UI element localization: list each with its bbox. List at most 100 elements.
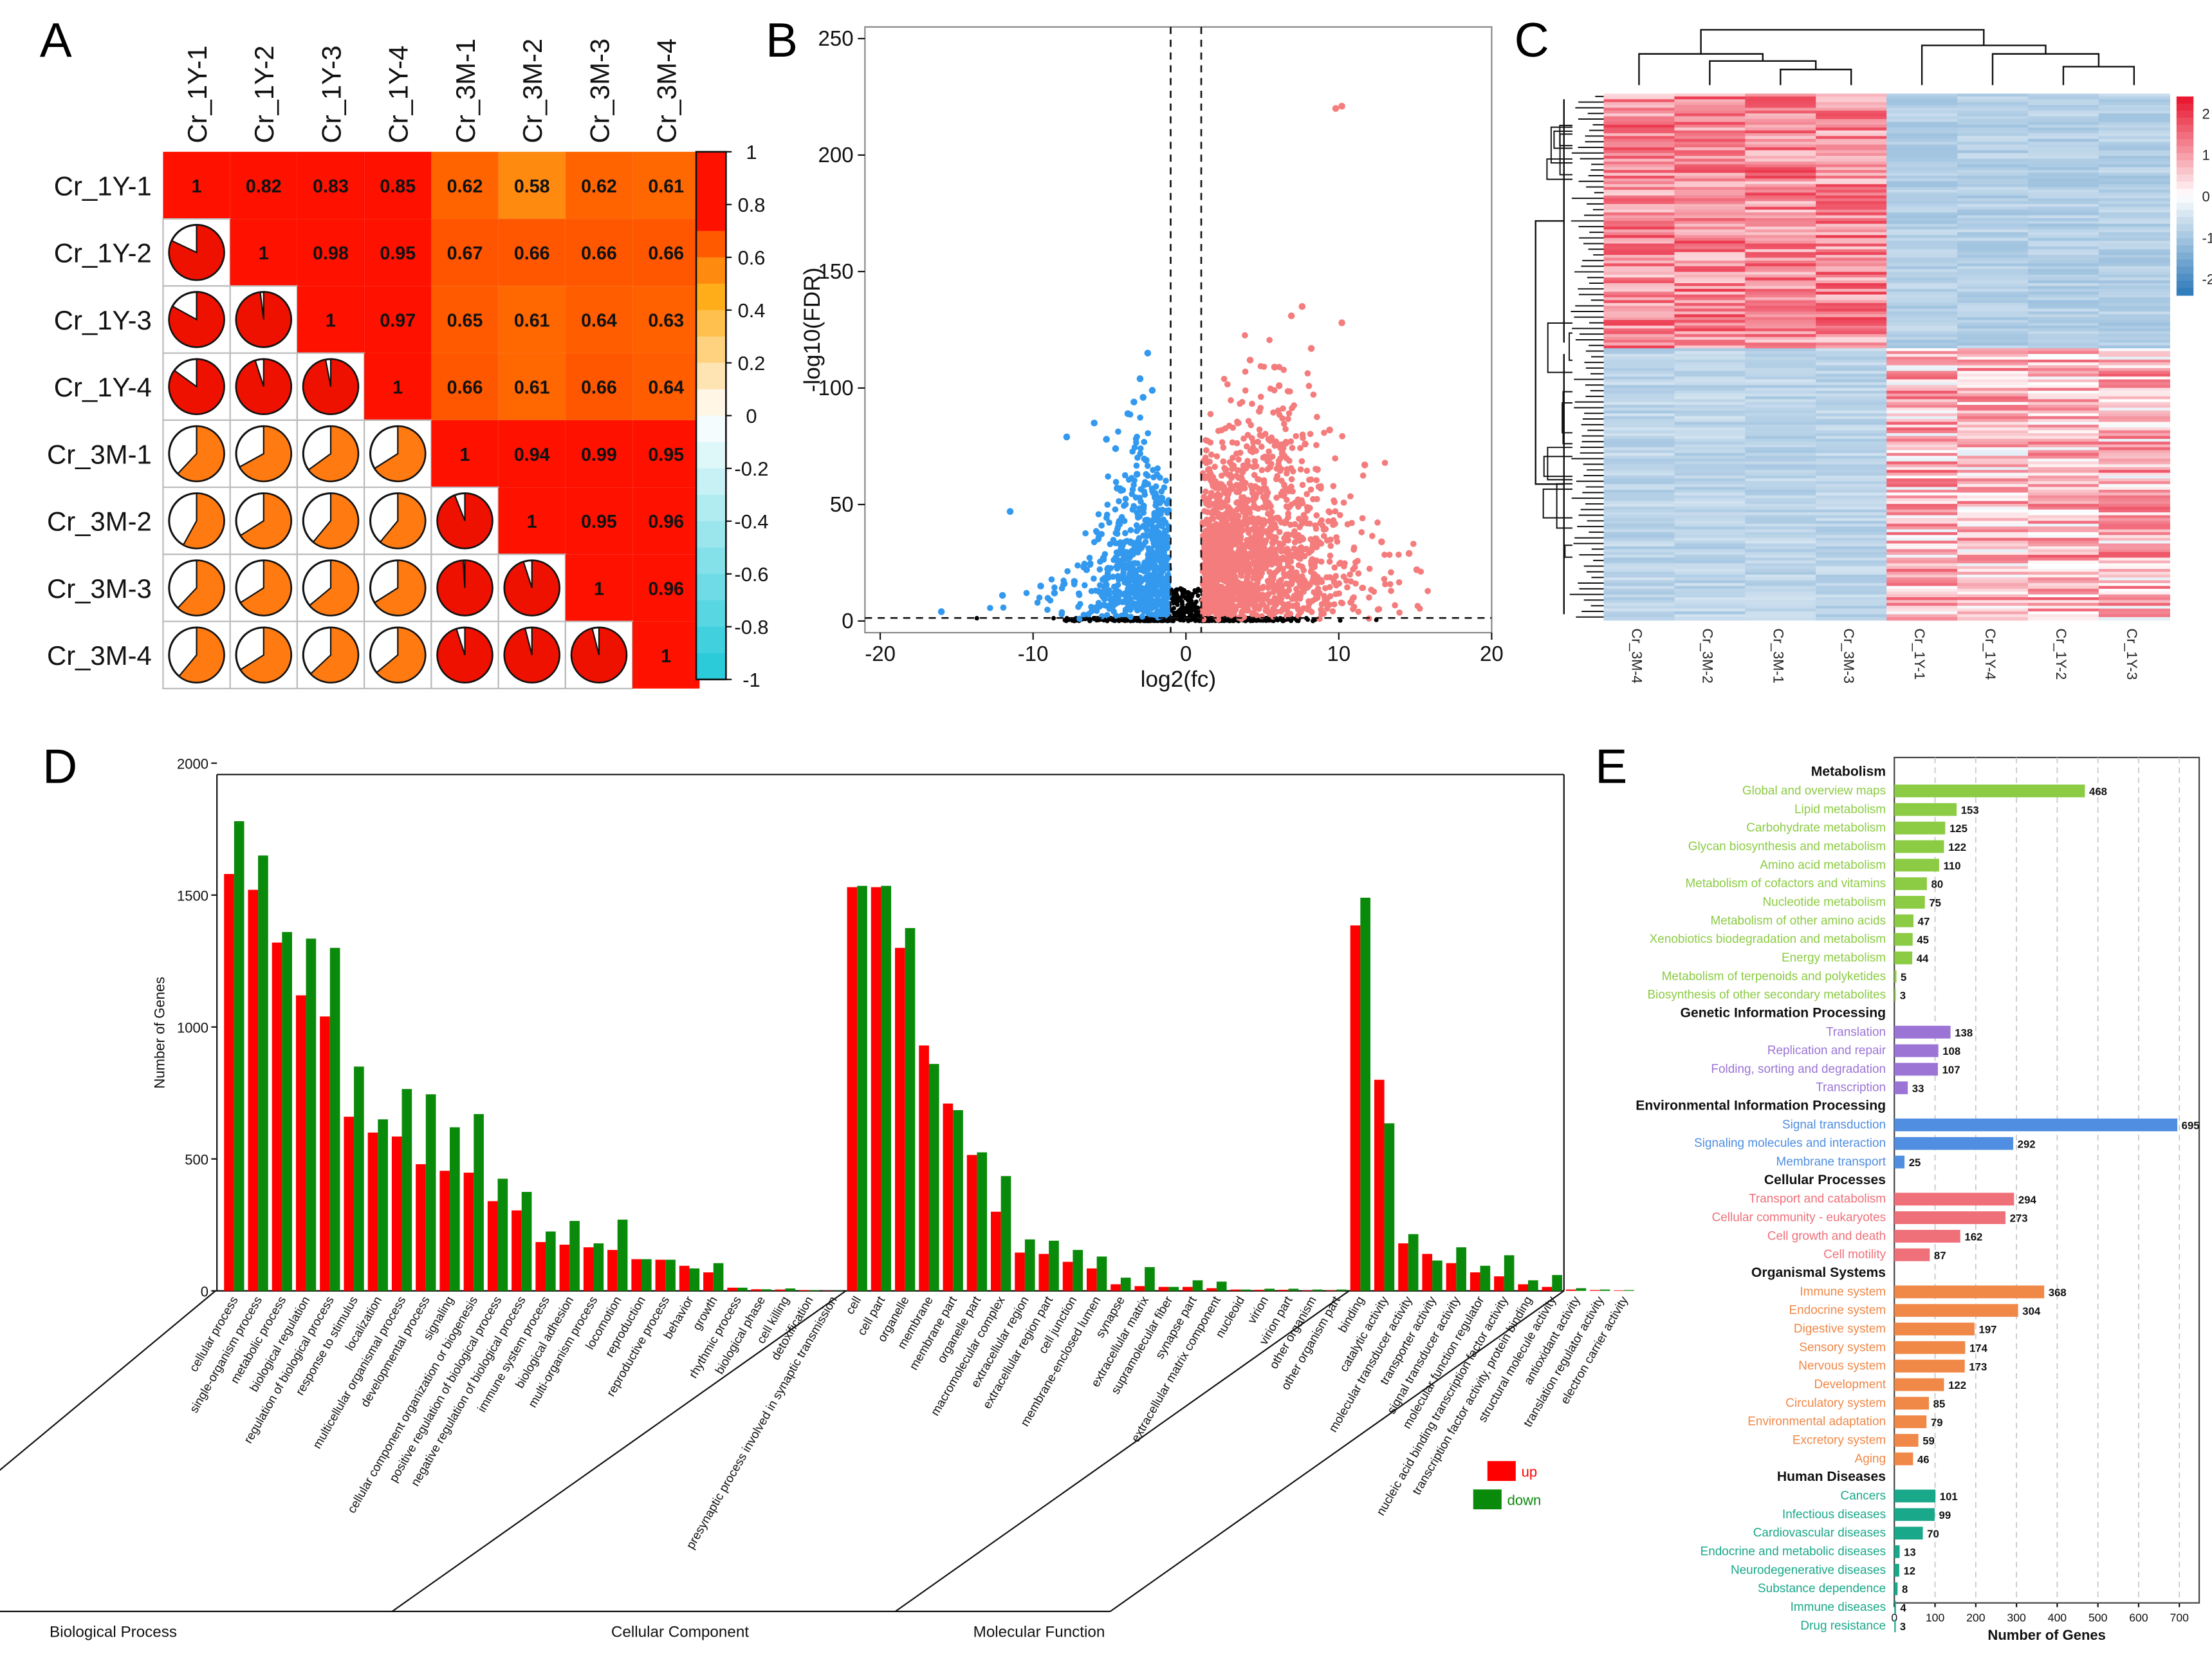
point-up <box>1281 535 1287 542</box>
point-up <box>1366 565 1373 572</box>
point-up <box>1305 582 1312 590</box>
corr-col-label: Cr_3M-3 <box>584 39 614 144</box>
corr-pie-slice <box>308 559 359 617</box>
point-down <box>1151 603 1158 609</box>
point-down <box>1163 478 1169 484</box>
point-down <box>1111 583 1118 590</box>
point-down <box>1000 604 1007 611</box>
y-tick-label: 250 <box>818 27 854 51</box>
corr-cell <box>632 621 700 689</box>
point-down <box>1161 593 1168 600</box>
point-down <box>1133 462 1140 469</box>
corr-cell <box>565 286 633 353</box>
point-up <box>1272 559 1279 566</box>
point-up <box>1331 497 1337 504</box>
point-ns <box>1194 599 1199 604</box>
point-up <box>1249 400 1255 407</box>
point-down <box>1145 545 1152 552</box>
point-up <box>1284 555 1291 562</box>
point-up <box>1282 520 1288 526</box>
corr-pie-slice <box>239 492 292 550</box>
point-up <box>1271 586 1278 593</box>
point-up <box>1350 544 1358 551</box>
point-up <box>1338 319 1345 326</box>
point-up <box>1221 502 1228 509</box>
point-up <box>1237 585 1244 592</box>
point-up <box>1297 445 1304 452</box>
point-up <box>1302 440 1309 448</box>
corr-pie-slice <box>176 425 225 482</box>
point-down <box>1104 501 1111 508</box>
point-down <box>1146 575 1153 582</box>
point-down <box>1141 438 1148 445</box>
point-up <box>1219 585 1226 592</box>
point-down <box>1147 521 1154 528</box>
corr-cell <box>297 219 365 286</box>
point-up <box>1326 558 1333 565</box>
colorbar-tick-label: 0 <box>746 405 757 427</box>
colorbar-swatch <box>696 283 726 311</box>
point-up <box>1280 366 1287 373</box>
point-up <box>1258 443 1265 450</box>
corr-col-label: Cr_1Y-1 <box>182 46 212 144</box>
y-axis-label: -log10(FDR) <box>800 267 825 392</box>
point-up <box>1220 458 1227 465</box>
point-down <box>1144 462 1151 469</box>
point-up <box>1233 557 1240 564</box>
point-down <box>1144 349 1152 357</box>
point-up <box>1295 496 1302 503</box>
corr-value: 0.62 <box>581 176 617 197</box>
point-up <box>1276 528 1283 535</box>
point-ns <box>1176 595 1181 600</box>
point-up <box>1365 594 1372 601</box>
point-up <box>1242 387 1249 394</box>
point-up <box>1327 536 1334 543</box>
corr-value: 0.67 <box>447 243 483 264</box>
point-down <box>1163 539 1170 545</box>
point-up <box>1258 467 1266 474</box>
point-up <box>1325 517 1332 525</box>
point-up <box>1297 466 1304 473</box>
point-down <box>1115 428 1121 435</box>
colorbar-tick-label: 0.2 <box>738 352 766 375</box>
point-down <box>1130 600 1138 607</box>
corr-pie-slice <box>238 425 292 482</box>
colorbar-tick-label: -0.2 <box>734 458 768 480</box>
point-up <box>1206 465 1213 472</box>
point-up <box>1235 456 1242 463</box>
point-up <box>1359 584 1365 591</box>
corr-pie-slice <box>168 358 225 415</box>
corr-pie-slice <box>239 559 292 617</box>
point-down <box>1071 578 1078 585</box>
point-down <box>1058 585 1065 591</box>
point-down <box>1125 476 1132 483</box>
point-up <box>1243 591 1250 599</box>
point-up <box>1340 499 1347 506</box>
point-up <box>1242 368 1249 375</box>
corr-pie-slice <box>375 626 427 683</box>
point-up <box>1326 601 1333 608</box>
corr-cell <box>565 554 633 622</box>
point-down <box>1150 535 1157 542</box>
point-down <box>1139 585 1146 591</box>
point-down <box>1138 486 1144 492</box>
corr-value: 0.65 <box>447 310 483 331</box>
point-down <box>1145 430 1152 437</box>
colorbar-swatch <box>696 600 726 627</box>
point-ns <box>1175 602 1180 608</box>
point-down <box>1150 467 1156 474</box>
corr-value: 0.99 <box>581 445 617 465</box>
point-up <box>1344 584 1350 591</box>
point-up <box>1321 429 1327 436</box>
point-down <box>1081 582 1088 589</box>
point-up <box>1263 595 1270 602</box>
point-up <box>1388 569 1394 576</box>
corr-pie-slice <box>436 492 493 550</box>
corr-value: 1 <box>460 445 470 465</box>
point-up <box>1217 512 1224 518</box>
point-ns <box>1178 586 1183 591</box>
corr-value: 0.66 <box>581 378 617 398</box>
point-up <box>1253 564 1259 571</box>
point-down <box>1159 586 1166 593</box>
